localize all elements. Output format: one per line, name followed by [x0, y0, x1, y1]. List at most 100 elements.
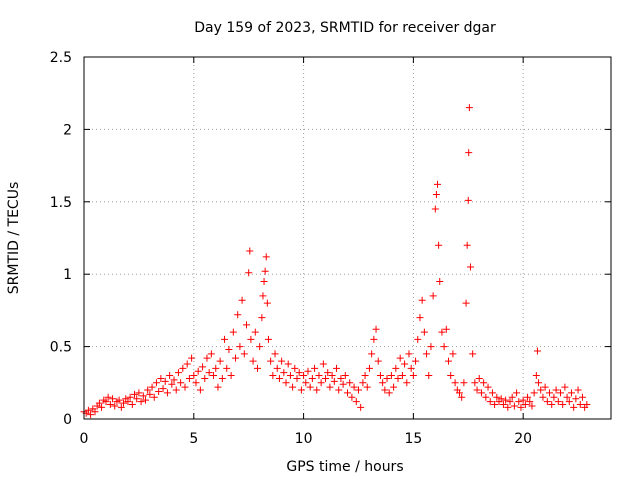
data-point: [359, 379, 367, 387]
data-point: [251, 328, 259, 336]
data-point: [317, 379, 325, 387]
data-point: [515, 398, 523, 406]
data-point: [561, 383, 569, 391]
data-point: [128, 401, 136, 409]
data-point: [447, 372, 455, 380]
data-point: [174, 369, 182, 377]
data-point: [84, 406, 92, 414]
data-point: [524, 393, 532, 401]
data-point: [379, 379, 387, 387]
data-point: [87, 411, 95, 419]
data-point: [221, 335, 229, 343]
data-point: [157, 374, 165, 382]
data-point: [225, 345, 233, 353]
data-point: [387, 372, 395, 380]
data-point: [497, 395, 505, 403]
data-point: [465, 149, 473, 157]
data-point: [530, 389, 538, 397]
data-point: [365, 364, 373, 372]
x-tick-label: 10: [295, 431, 313, 447]
data-point: [488, 389, 496, 397]
data-point: [335, 386, 343, 394]
data-point: [194, 367, 202, 375]
data-point: [407, 364, 415, 372]
data-point: [570, 403, 578, 411]
data-point: [554, 398, 562, 406]
data-point: [259, 292, 267, 300]
data-point: [98, 403, 106, 411]
data-point: [451, 379, 459, 387]
data-point: [480, 379, 488, 387]
data-point: [440, 343, 448, 351]
data-point: [398, 372, 406, 380]
data-point: [427, 343, 435, 351]
data-point: [425, 372, 433, 380]
data-point: [161, 377, 169, 385]
data-point: [205, 369, 213, 377]
data-point: [368, 350, 376, 358]
data-point: [420, 328, 428, 336]
data-point: [177, 379, 185, 387]
x-tick-labels: 0 5 10 15 20: [80, 431, 533, 447]
data-point: [168, 380, 176, 388]
data-point: [506, 398, 514, 406]
data-point: [144, 386, 152, 394]
data-point: [179, 364, 187, 372]
data-point: [455, 389, 463, 397]
data-point: [434, 180, 442, 188]
data-point: [172, 386, 180, 394]
data-point: [383, 374, 391, 382]
data-point: [376, 372, 384, 380]
data-point: [170, 376, 178, 384]
data-point: [227, 372, 235, 380]
y-tick-label: 1: [63, 267, 72, 283]
data-point: [261, 267, 269, 275]
data-point: [240, 350, 248, 358]
data-point: [578, 393, 586, 401]
data-point: [381, 386, 389, 394]
data-point: [436, 277, 444, 285]
data-point: [106, 401, 114, 409]
data-point: [471, 379, 479, 387]
data-point: [412, 357, 420, 365]
data-point: [282, 379, 290, 387]
data-point: [521, 401, 529, 409]
data-point: [337, 374, 345, 382]
data-point: [293, 374, 301, 382]
data-point: [207, 350, 215, 358]
data-point: [196, 386, 204, 394]
data-point: [537, 386, 545, 394]
data-point: [460, 379, 468, 387]
data-point: [210, 372, 218, 380]
data-point: [465, 104, 473, 112]
data-point: [484, 383, 492, 391]
data-point: [238, 296, 246, 304]
data-point: [146, 390, 154, 398]
plot-frame: [83, 56, 612, 420]
data-point: [249, 357, 257, 365]
data-point: [458, 393, 466, 401]
data-point: [477, 389, 485, 397]
data-point: [462, 299, 470, 307]
data-point: [267, 357, 275, 365]
data-point: [117, 403, 125, 411]
y-axis-label: SRMTID / TECUs: [6, 182, 22, 295]
data-point: [429, 292, 437, 300]
y-tick-label: 2.5: [50, 50, 72, 66]
data-point: [284, 360, 292, 368]
data-point: [308, 374, 316, 382]
data-point: [139, 392, 147, 400]
chart-title: Day 159 of 2023, SRMTID for receiver dga…: [194, 20, 496, 36]
data-point: [91, 408, 99, 416]
data-point: [567, 389, 575, 397]
data-point: [311, 364, 319, 372]
data-point: [304, 367, 312, 375]
data-point: [431, 205, 439, 213]
data-point: [289, 383, 297, 391]
data-point: [278, 357, 286, 365]
data-point: [234, 311, 242, 319]
data-point: [499, 401, 507, 409]
data-point: [183, 360, 191, 368]
data-point: [306, 383, 314, 391]
